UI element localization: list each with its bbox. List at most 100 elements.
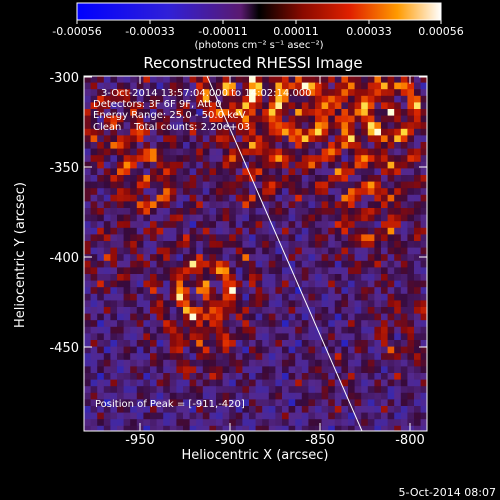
heatmap-pixel <box>361 102 369 110</box>
heatmap-pixel <box>123 161 131 169</box>
heatmap-pixel <box>348 214 355 222</box>
heatmap-pixel <box>123 333 131 341</box>
heatmap-pixel <box>156 320 164 328</box>
heatmap-pixel <box>117 399 124 407</box>
heatmap-pixel <box>216 201 223 209</box>
heatmap-pixel <box>150 300 157 308</box>
heatmap-pixel <box>414 353 421 361</box>
heatmap-pixel <box>295 412 303 420</box>
heatmap-pixel <box>407 320 415 328</box>
heatmap-pixel <box>387 320 395 328</box>
heatmap-pixel <box>354 142 362 149</box>
heatmap-pixel <box>308 221 316 229</box>
heatmap-pixel <box>275 122 283 130</box>
heatmap-pixel <box>163 148 171 156</box>
heatmap-pixel <box>130 89 138 97</box>
heatmap-pixel <box>117 135 124 143</box>
heatmap-pixel <box>84 155 91 163</box>
heatmap-pixel <box>387 353 395 361</box>
heatmap-pixel <box>328 346 336 354</box>
heatmap-pixel <box>123 386 131 394</box>
heatmap-pixel <box>367 366 375 374</box>
heatmap-pixel <box>130 142 138 149</box>
heatmap-pixel <box>176 307 184 314</box>
heatmap-pixel <box>176 412 184 420</box>
heatmap-pixel <box>97 82 105 90</box>
heatmap-pixel <box>308 267 316 275</box>
heatmap-pixel <box>136 392 144 400</box>
heatmap-pixel <box>143 313 151 321</box>
heatmap-pixel <box>84 122 91 130</box>
heatmap-pixel <box>315 175 322 182</box>
heatmap-pixel <box>295 102 303 110</box>
y-tick-label: -400 <box>49 251 79 266</box>
heatmap-pixel <box>156 419 164 427</box>
heatmap-pixel <box>394 135 402 143</box>
heatmap-pixel <box>249 128 256 136</box>
heatmap-pixel <box>301 392 309 400</box>
heatmap-pixel <box>235 399 243 407</box>
heatmap-pixel <box>110 260 118 268</box>
heatmap-pixel <box>176 76 184 83</box>
heatmap-pixel <box>143 234 151 242</box>
heatmap-pixel <box>394 392 402 400</box>
heatmap-pixel <box>202 128 210 136</box>
heatmap-pixel <box>123 214 131 222</box>
heatmap-pixel <box>341 293 349 301</box>
heatmap-pixel <box>196 333 204 341</box>
heatmap-pixel <box>361 188 369 196</box>
heatmap-pixel <box>123 142 131 149</box>
heatmap-pixel <box>321 287 329 295</box>
heatmap-pixel <box>381 260 388 268</box>
heatmap-pixel <box>400 89 408 97</box>
heatmap-pixel <box>103 353 111 361</box>
heatmap-pixel <box>420 274 427 281</box>
heatmap-pixel <box>367 313 375 321</box>
heatmap-pixel <box>110 399 118 407</box>
heatmap-pixel <box>288 333 296 341</box>
heatmap-pixel <box>209 406 217 413</box>
heatmap-pixel <box>216 214 223 222</box>
heatmap-pixel <box>288 287 296 295</box>
heatmap-pixel <box>301 254 309 262</box>
heatmap-pixel <box>110 122 118 130</box>
heatmap-pixel <box>202 412 210 420</box>
heatmap-pixel <box>387 293 395 301</box>
heatmap-pixel <box>90 221 98 229</box>
heatmap-pixel <box>334 247 342 255</box>
heatmap-pixel <box>275 313 283 321</box>
heatmap-pixel <box>189 346 197 354</box>
heatmap-pixel <box>262 366 270 374</box>
heatmap-pixel <box>367 128 375 136</box>
heatmap-pixel <box>381 148 388 156</box>
heatmap-pixel <box>367 227 375 235</box>
heatmap-pixel <box>394 340 402 347</box>
heatmap-pixel <box>420 366 427 374</box>
heatmap-pixel <box>242 201 250 209</box>
heatmap-pixel <box>242 353 250 361</box>
heatmap-pixel <box>196 386 204 394</box>
heatmap-pixel <box>414 241 421 248</box>
heatmap-pixel <box>295 89 303 97</box>
heatmap-pixel <box>315 373 322 380</box>
heatmap-pixel <box>354 254 362 262</box>
heatmap-pixel <box>407 406 415 413</box>
heatmap-pixel <box>97 247 105 255</box>
heatmap-pixel <box>90 241 98 248</box>
heatmap-pixel <box>301 247 309 255</box>
heatmap-pixel <box>282 346 289 354</box>
heatmap-pixel <box>374 155 382 163</box>
heatmap-pixel <box>216 175 223 182</box>
heatmap-pixel <box>90 76 98 83</box>
heatmap-pixel <box>150 122 157 130</box>
heatmap-pixel <box>420 109 427 116</box>
heatmap-pixel <box>196 379 204 387</box>
heatmap-pixel <box>308 307 316 314</box>
heatmap-pixel <box>216 102 223 110</box>
heatmap-pixel <box>130 333 138 341</box>
heatmap-pixel <box>196 307 204 314</box>
heatmap-pixel <box>136 188 144 196</box>
heatmap-pixel <box>268 148 276 156</box>
heatmap-pixel <box>315 313 322 321</box>
heatmap-pixel <box>321 353 329 361</box>
